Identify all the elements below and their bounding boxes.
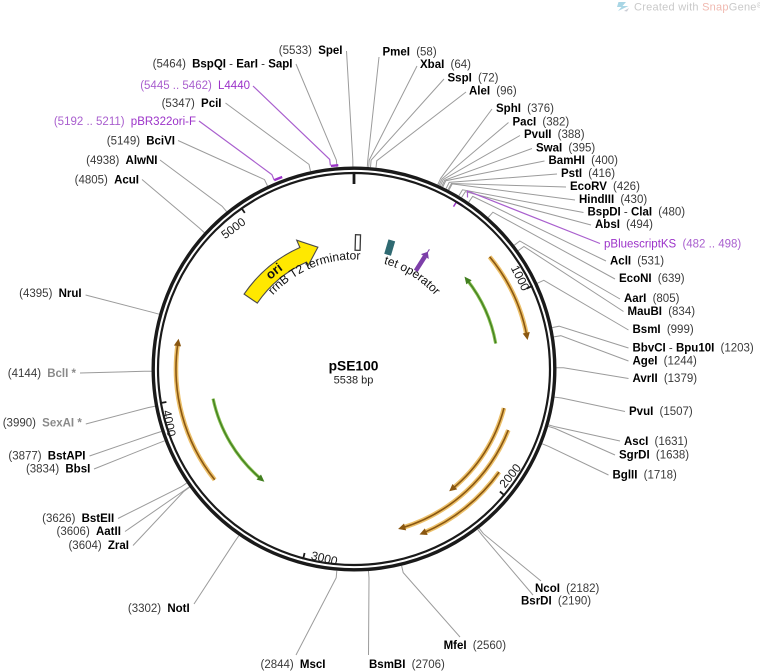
svg-text:pSE100: pSE100	[329, 359, 379, 374]
svg-text:HindIII (430): HindIII (430)	[579, 194, 647, 206]
svg-text:AbsI (494): AbsI (494)	[595, 219, 653, 231]
svg-text:(3302) NotI: (3302) NotI	[128, 603, 190, 615]
svg-text:BspDI - ClaI (480): BspDI - ClaI (480)	[588, 207, 686, 219]
svg-text:PstI (416): PstI (416)	[561, 168, 615, 180]
svg-text:4000: 4000	[160, 409, 179, 438]
svg-text:AclI (531): AclI (531)	[610, 256, 664, 268]
svg-text:PmeI (58): PmeI (58)	[383, 47, 437, 59]
svg-text:AvrII (1379): AvrII (1379)	[633, 373, 698, 385]
svg-text:BsmBI (2706): BsmBI (2706)	[369, 659, 445, 671]
svg-text:pBluescriptKS (482 .. 498): pBluescriptKS (482 .. 498)	[604, 239, 741, 251]
svg-text:BbvCI - Bpu10I (1203): BbvCI - Bpu10I (1203)	[633, 343, 754, 355]
svg-text:AscI (1631): AscI (1631)	[624, 436, 688, 448]
svg-text:MauBI (834): MauBI (834)	[628, 306, 696, 318]
svg-text:(2844) MscI: (2844) MscI	[260, 659, 325, 671]
svg-text:BamHI (400): BamHI (400)	[549, 155, 619, 167]
svg-text:AleI (96): AleI (96)	[469, 86, 517, 98]
svg-text:SspI (72): SspI (72)	[448, 73, 499, 85]
svg-text:PacI (382): PacI (382)	[513, 117, 570, 129]
svg-text:(5149) BciVI: (5149) BciVI	[107, 136, 175, 148]
svg-text:MfeI (2560): MfeI (2560)	[444, 640, 507, 652]
svg-text:NcoI (2182): NcoI (2182)	[535, 583, 600, 595]
svg-text:BsmI (999): BsmI (999)	[633, 324, 694, 336]
svg-text:EcoNI (639): EcoNI (639)	[619, 273, 685, 285]
svg-text:(4395) NruI: (4395) NruI	[19, 288, 81, 300]
svg-text:(3834) BbsI: (3834) BbsI	[26, 464, 90, 476]
svg-text:SgrDI (1638): SgrDI (1638)	[619, 450, 689, 462]
svg-text:(5192 .. 5211) pBR322ori-F: (5192 .. 5211) pBR322ori-F	[54, 116, 196, 128]
svg-text:(4938) AlwNI: (4938) AlwNI	[86, 155, 157, 167]
svg-text:PvuII (388): PvuII (388)	[524, 129, 585, 141]
svg-text:AarI (805): AarI (805)	[624, 293, 680, 305]
svg-text:(3626) BstEII: (3626) BstEII	[42, 513, 114, 525]
svg-text:BsrDI (2190): BsrDI (2190)	[521, 596, 591, 608]
svg-text:3000: 3000	[310, 548, 340, 568]
svg-text:(5347) PciI: (5347) PciI	[162, 98, 222, 110]
svg-text:(4805) AcuI: (4805) AcuI	[75, 175, 139, 187]
svg-text:(5533) SpeI: (5533) SpeI	[279, 45, 343, 57]
svg-text:(3990) SexAI *: (3990) SexAI *	[3, 418, 83, 430]
svg-text:XbaI (64): XbaI (64)	[420, 59, 471, 71]
svg-text:5538 bp: 5538 bp	[334, 375, 374, 387]
svg-text:(4144) BclI *: (4144) BclI *	[8, 368, 77, 380]
svg-text:PvuI (1507): PvuI (1507)	[629, 406, 693, 418]
svg-text:AgeI (1244): AgeI (1244)	[633, 356, 698, 368]
svg-text:(3877) BstAPI: (3877) BstAPI	[8, 451, 85, 463]
svg-text:BglII (1718): BglII (1718)	[613, 470, 678, 482]
svg-text:(3606) AatII: (3606) AatII	[57, 526, 121, 538]
svg-text:Created with SnapGene®: Created with SnapGene®	[634, 1, 760, 14]
svg-text:SphI (376): SphI (376)	[496, 103, 554, 115]
svg-text:SwaI (395): SwaI (395)	[536, 143, 595, 155]
svg-text:(5445 .. 5462) L4440: (5445 .. 5462) L4440	[140, 80, 250, 92]
svg-text:(3604) ZraI: (3604) ZraI	[68, 540, 129, 552]
svg-text:(5464) BspQI - EarI - SapI: (5464) BspQI - EarI - SapI	[153, 59, 293, 71]
svg-text:EcoRV (426): EcoRV (426)	[570, 181, 640, 193]
